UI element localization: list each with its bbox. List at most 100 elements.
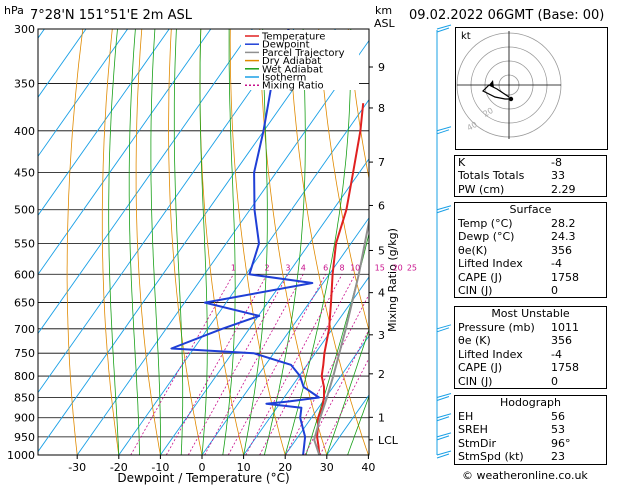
mixing-ratio-line (187, 274, 289, 455)
mixing-ratio-line (227, 274, 326, 455)
dry-adiabat-line (135, 29, 161, 455)
wind-barb (436, 432, 452, 441)
km-tick-label: LCL (378, 434, 399, 447)
legend-label: Wet Adiabat (262, 64, 323, 75)
wet-adiabat-line (264, 29, 306, 455)
dry-adiabat-line (101, 29, 120, 455)
legend-label: Dewpoint (262, 40, 310, 51)
wind-barb (436, 393, 452, 401)
wet-adiabat-line (347, 395, 369, 455)
wind-barb (436, 126, 452, 135)
surface-row: Lifted Index -4 (458, 257, 562, 271)
mu-row: CAPE (J) 1758 (458, 361, 579, 375)
pressure-tick-label: 750 (14, 347, 35, 360)
isotherm-line (76, 39, 369, 455)
pressure-tick-label: 300 (14, 23, 35, 36)
hodograph: kt 20 40 (455, 27, 608, 150)
indices-table: K -8 Totals Totals 33 PW (cm) 2.29 (454, 155, 607, 198)
mixing-ratio-label: 8 (340, 263, 345, 272)
temp-tick-label: -10 (151, 461, 169, 474)
mixing-ratio-label: 6 (323, 263, 328, 272)
mu-row: Lifted Index -4 (458, 347, 562, 361)
wet-adiabat-line (284, 29, 352, 455)
isotherm-line (243, 276, 369, 455)
wind-barb (436, 450, 452, 459)
temp-tick-label: -30 (68, 461, 86, 474)
mixing-ratio-label: 25 (407, 263, 417, 272)
pressure-tick-label: 400 (14, 125, 35, 138)
mixing-ratio-line (165, 274, 268, 455)
surface-title: Surface (509, 203, 552, 216)
legend-box (241, 30, 359, 90)
hodograph-table-title: Hodograph (500, 396, 561, 409)
wet-adiabat-line (173, 29, 184, 455)
wind-barb (436, 24, 452, 33)
most-unstable-title: Most Unstable (491, 307, 570, 320)
wind-barb (436, 413, 452, 422)
surface-table: Surface Temp (°C) 28.2 Dewp (°C) 24.3 θe(K… (454, 202, 607, 299)
wet-adiabat-line (150, 29, 161, 455)
dry-adiabat-line (168, 29, 203, 455)
mixing-ratio-line (204, 274, 304, 455)
mixing-ratio-line (259, 274, 356, 455)
mixing-ratio-axis-label: Mixing Ratio (g/kg) (386, 228, 399, 332)
surface-row: CIN (J) 0 (458, 283, 558, 297)
location-title: 7°28'N 151°51'E 2m ASL (30, 8, 192, 23)
wind-barbs (436, 24, 452, 459)
pressure-tick-label: 1000 (7, 449, 35, 462)
km-tick-label: 4 (378, 287, 385, 300)
isotherm-line (38, 29, 170, 217)
legend-label: Parcel Trajectory (262, 48, 345, 59)
km-tick-label: 1 (378, 411, 385, 424)
wet-adiabat-line (128, 29, 140, 455)
isotherm-line (201, 217, 369, 455)
pressure-tick-label: 450 (14, 166, 35, 179)
wind-barb (436, 324, 452, 333)
plot-frame (37, 28, 370, 456)
hodo-storm-dot (508, 96, 514, 102)
legend-label: Mixing Ratio (262, 81, 324, 92)
mixing-ratio-label: 20 (393, 263, 403, 272)
hodo-row: StmDir 96° (458, 436, 571, 450)
pressure-tick-label: 800 (14, 370, 35, 383)
dry-adiabat-line (614, 29, 629, 455)
x-axis-label: Dewpoint / Temperature (°C) (117, 471, 289, 485)
legend-label: Dry Adiabat (262, 56, 321, 67)
temp-tick-label: 20 (278, 461, 292, 474)
isotherm-line (38, 29, 87, 98)
isotherm-line (38, 29, 128, 158)
isotherm-line (38, 29, 212, 276)
mixing-ratio-label: 15 (375, 263, 385, 272)
hodo-ring-label: 20 (482, 106, 495, 119)
series-dewpoint (170, 29, 320, 455)
series-temperature (316, 103, 365, 455)
temp-tick-label: 10 (237, 461, 251, 474)
isotherm-line (284, 335, 369, 455)
dry-adiabat-line (347, 29, 369, 181)
pressure-tick-label: 700 (14, 323, 35, 336)
mixing-ratio-label: 1 (231, 263, 236, 272)
dry-adiabat-line (66, 29, 84, 455)
mixing-ratio-label: 4 (301, 263, 306, 272)
copyright: © weatheronline.co.uk (462, 469, 588, 482)
pressure-tick-label: 350 (14, 78, 35, 91)
most-unstable-table: Most Unstable Pressure (mb) 1011 θe (K) 35… (454, 306, 607, 389)
pressure-tick-label: 950 (14, 431, 35, 444)
mu-row: Pressure (mb) 1011 (458, 321, 579, 334)
wet-adiabat-line (108, 29, 120, 455)
km-tick-label: 6 (378, 199, 385, 212)
km-tick-label: 9 (378, 61, 385, 74)
surface-row: CAPE (J) 1758 (458, 270, 579, 284)
dry-adiabat-line (318, 29, 369, 332)
hodograph-frame (455, 27, 608, 150)
hodograph-table: Hodograph EH 56 SREH 53 StmDir 96° StmSpd (… (454, 395, 607, 465)
km-tick-label: 3 (378, 329, 385, 342)
km-label: km (375, 4, 393, 17)
surface-row: θe(K) 356 (458, 243, 572, 257)
temp-tick-label: -20 (110, 461, 128, 474)
legend-label: Temperature (261, 32, 325, 43)
pressure-tick-label: 550 (14, 237, 35, 250)
dry-adiabat-line (229, 29, 286, 455)
